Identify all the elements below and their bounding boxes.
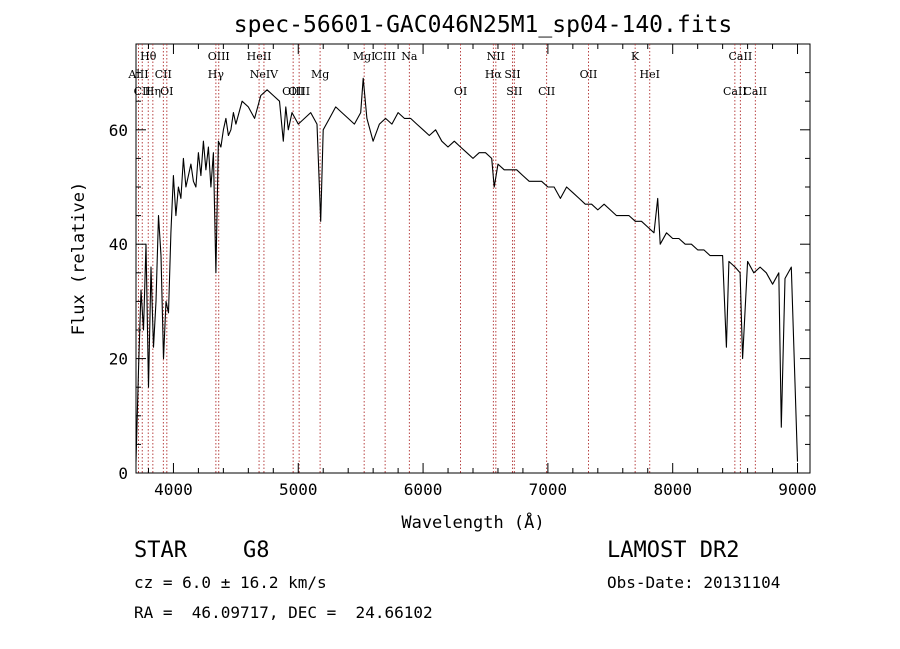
x-tick-label: 5000 — [279, 480, 318, 499]
spectral-subclass: G8 — [243, 538, 270, 563]
line-marker-label: OIII — [282, 85, 304, 98]
line-marker-label: CIII — [374, 50, 395, 63]
line-marker-label: OIII — [208, 50, 230, 63]
y-tick-label: 60 — [109, 121, 128, 140]
line-marker-label: CaII — [723, 85, 747, 98]
x-tick-label: 7000 — [529, 480, 568, 499]
line-marker-label: OI — [160, 85, 173, 98]
x-tick-label: 8000 — [653, 480, 692, 499]
line-marker-label: Hγ — [208, 68, 225, 81]
x-axis-label: Wavelength (Å) — [401, 511, 544, 533]
object-type: STAR — [134, 538, 187, 563]
x-tick-label: 9000 — [778, 480, 817, 499]
line-marker-label: CaII — [729, 50, 753, 63]
line-marker-label: Hη — [145, 85, 161, 98]
line-marker-label: HeII — [247, 50, 272, 63]
line-marker-label: CaII — [743, 85, 767, 98]
x-tick-label: 4000 — [154, 480, 193, 499]
line-marker-label: Mg — [311, 68, 329, 81]
y-tick-label: 0 — [118, 464, 128, 483]
observation-date: Obs-Date: 20131104 — [607, 573, 781, 592]
line-marker-label: OI — [454, 85, 467, 98]
survey-name: LAMOST DR2 — [607, 538, 740, 563]
y-tick-label: 20 — [109, 350, 128, 369]
line-marker-label: OIII — [288, 85, 310, 98]
coordinates: RA = 46.09717, DEC = 24.66102 — [134, 603, 433, 622]
line-marker-label: CII — [155, 68, 172, 81]
x-tick-label: 6000 — [404, 480, 443, 499]
plot-frame — [135, 43, 811, 474]
line-marker-label: Hα — [485, 68, 503, 81]
y-axis-label: Flux (relative) — [69, 182, 89, 336]
line-marker-label: NII — [487, 50, 505, 63]
line-marker-label: OII — [580, 68, 598, 81]
line-marker-label: CII — [134, 85, 151, 98]
chart-title: spec-56601-GAC046N25M1_sp04-140.fits — [234, 12, 733, 38]
line-marker-label: SII — [504, 68, 520, 81]
line-marker-label: Na — [401, 50, 418, 63]
spectrum-line — [135, 77, 799, 462]
line-marker-label: SII — [506, 85, 522, 98]
line-marker-label: HeI — [640, 68, 660, 81]
line-marker-label: MgI — [353, 50, 376, 63]
line-marker-label: CII — [538, 85, 555, 98]
line-marker-label: AlII — [127, 68, 148, 81]
line-marker-label: Hθ — [140, 50, 157, 63]
redshift-velocity: cz = 6.0 ± 16.2 km/s — [134, 573, 327, 592]
line-marker-label: NeIV — [250, 68, 279, 81]
line-marker-label: K — [631, 50, 640, 63]
y-tick-label: 40 — [109, 235, 128, 254]
